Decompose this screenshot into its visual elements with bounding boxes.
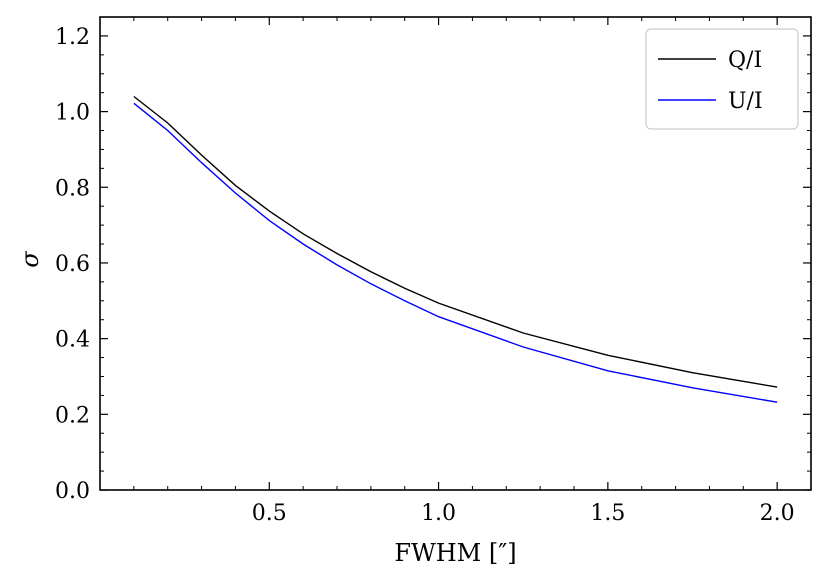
x-tick-label: 0.5 bbox=[252, 501, 287, 526]
ticks-layer: 0.5 1.0 1.5 2.0 0.0 0.2 0.4 0.6 0.8 1.0 1.2 bbox=[55, 17, 811, 526]
legend-label: U/I bbox=[728, 89, 763, 114]
y-tick-label: 0.8 bbox=[55, 176, 90, 201]
series-line-u-i bbox=[133, 102, 778, 403]
legend-box bbox=[645, 28, 799, 130]
y-tick-label: 0.2 bbox=[55, 403, 90, 428]
plot-frame bbox=[99, 16, 812, 491]
series-line-q-i bbox=[133, 95, 778, 388]
y-tick-label: 0.4 bbox=[55, 328, 90, 353]
legend-label: Q/I bbox=[728, 48, 762, 73]
y-axis-label: σ bbox=[16, 251, 44, 268]
y-tick-label: 1.0 bbox=[55, 101, 90, 126]
x-axis-label: FWHM [″] bbox=[394, 539, 516, 567]
y-tick-label: 0.6 bbox=[55, 252, 90, 277]
y-tick-label: 0.0 bbox=[55, 479, 90, 504]
series-layer bbox=[133, 95, 778, 403]
x-tick-label: 1.0 bbox=[421, 501, 456, 526]
x-tick-label: 1.5 bbox=[590, 501, 625, 526]
y-tick-label: 1.2 bbox=[55, 25, 90, 50]
legend: Q/I U/I bbox=[645, 28, 799, 130]
x-tick-label: 2.0 bbox=[760, 501, 795, 526]
